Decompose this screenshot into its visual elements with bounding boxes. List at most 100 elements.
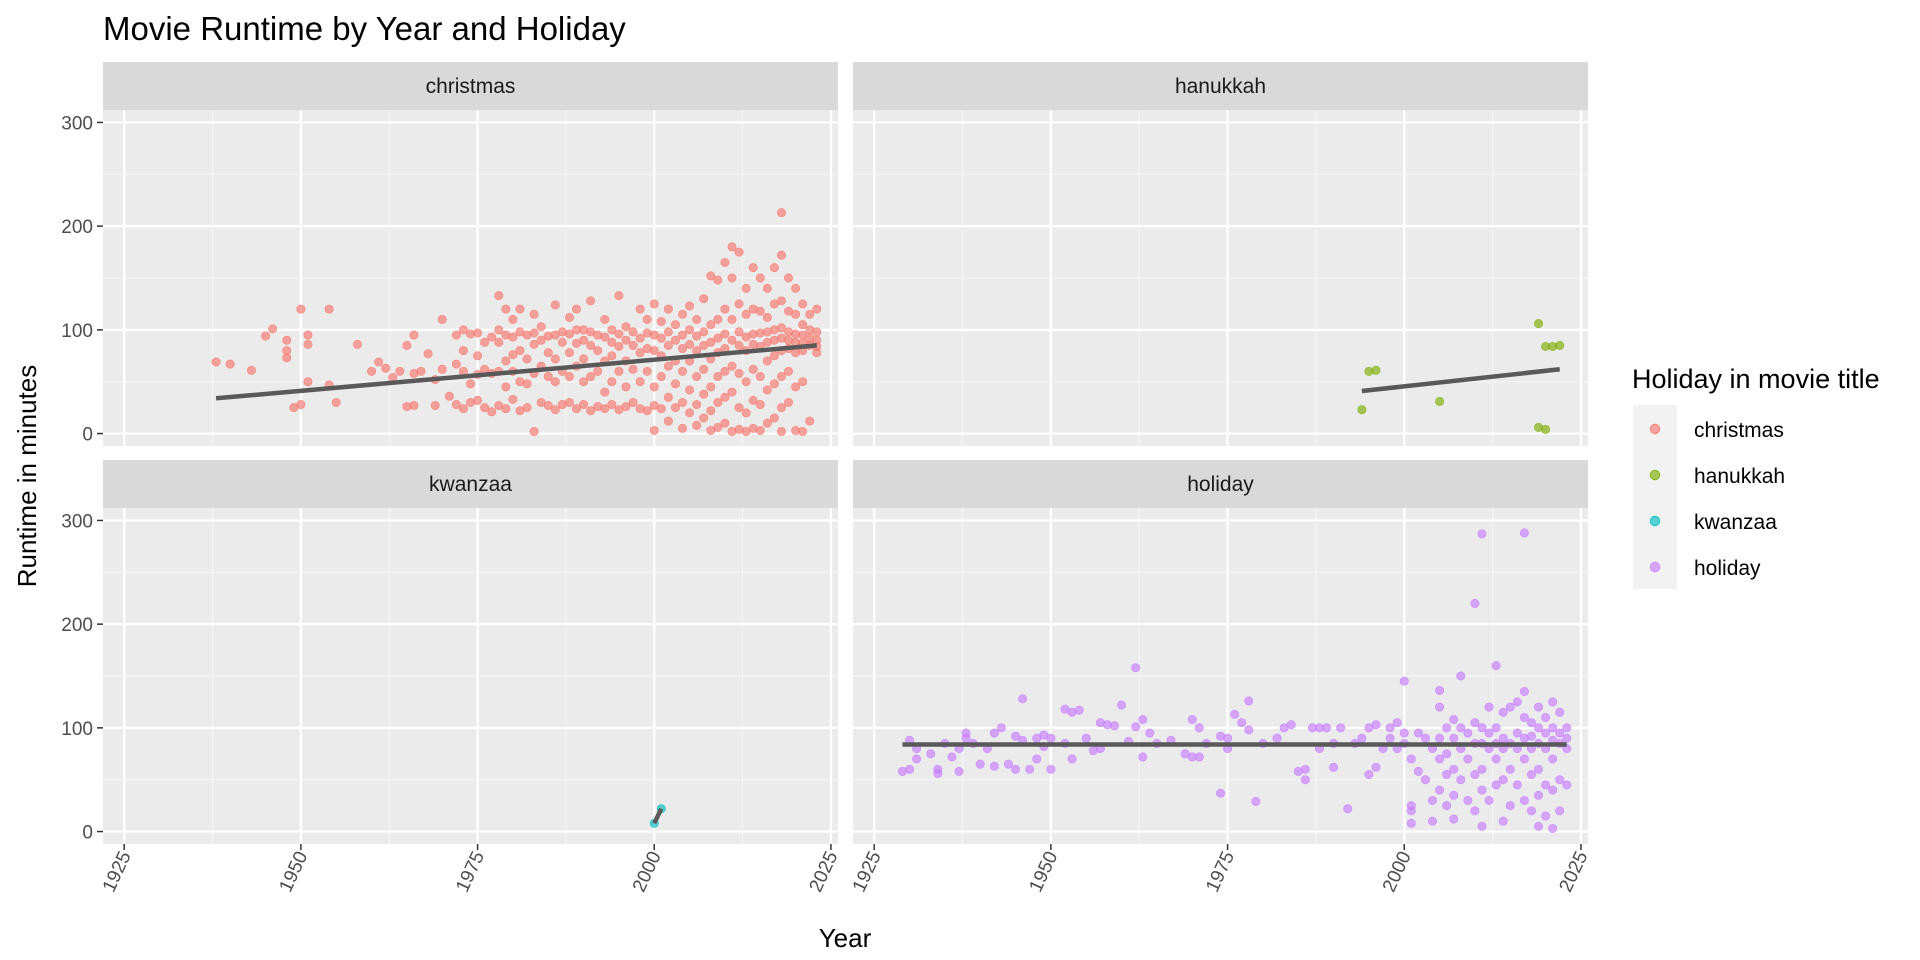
data-point: [784, 366, 794, 376]
data-point: [912, 754, 922, 764]
data-point: [480, 337, 490, 347]
trend-line: [215, 343, 817, 401]
data-point: [1449, 814, 1459, 824]
data-point: [1357, 405, 1367, 415]
data-point: [607, 400, 617, 410]
data-point: [543, 348, 553, 358]
data-point: [402, 340, 412, 350]
data-point: [529, 339, 539, 349]
data-point: [713, 397, 723, 407]
data-point: [480, 403, 490, 413]
data-point: [1498, 707, 1508, 717]
data-point: [586, 372, 596, 382]
data-point: [1025, 764, 1035, 774]
data-point: [685, 325, 695, 335]
data-point: [989, 761, 999, 771]
data-point: [635, 333, 645, 343]
trend-line: [652, 807, 664, 825]
data-point: [741, 377, 751, 387]
data-point: [1145, 728, 1155, 738]
x-tick-label: 1975: [452, 848, 489, 895]
data-point: [1555, 775, 1565, 785]
data-point: [579, 354, 589, 364]
data-point: [776, 296, 786, 306]
data-point: [465, 379, 475, 389]
data-point: [720, 329, 730, 339]
data-point: [1074, 705, 1084, 715]
x-tick-label: 2000: [629, 848, 666, 895]
data-point: [706, 406, 716, 416]
data-point: [211, 357, 221, 367]
data-point: [451, 330, 461, 340]
data-point: [1428, 816, 1438, 826]
legend-items: christmas hanukkah kwanzaa holiday: [1649, 419, 1785, 580]
data-point: [1329, 762, 1339, 772]
data-point: [1286, 720, 1296, 730]
points: [1357, 319, 1565, 434]
data-point: [1216, 788, 1226, 798]
data-point: [670, 379, 680, 389]
data-point: [769, 379, 779, 389]
data-point: [1484, 728, 1494, 738]
data-point: [713, 275, 723, 285]
y-tick-label: 0: [82, 823, 93, 844]
data-point: [791, 283, 801, 293]
data-point: [1463, 795, 1473, 805]
x-axis-title: Year: [819, 923, 872, 953]
data-point: [593, 346, 603, 356]
data-point: [1555, 728, 1565, 738]
data-point: [706, 382, 716, 392]
data-point: [1406, 754, 1416, 764]
data-point: [776, 372, 786, 382]
data-point: [1371, 365, 1381, 375]
data-point: [1562, 733, 1572, 743]
data-point: [331, 397, 341, 407]
data-point: [1244, 696, 1254, 706]
data-point: [734, 340, 744, 350]
data-point: [1406, 818, 1416, 828]
data-point: [755, 273, 765, 283]
legend-key-hanukkah: [1649, 469, 1661, 481]
data-point: [550, 300, 560, 310]
data-point: [1442, 801, 1452, 811]
data-point: [423, 349, 433, 359]
data-point: [261, 331, 271, 341]
panels: christmas 0 100 200 300 hanukkah kwanzaa 0 100 20…: [61, 62, 1592, 895]
data-point: [720, 392, 730, 402]
data-point: [1117, 700, 1127, 710]
data-point: [607, 377, 617, 387]
data-point: [798, 377, 808, 387]
data-point: [692, 331, 702, 341]
data-point: [515, 346, 525, 356]
data-point: [458, 404, 468, 414]
data-point: [494, 291, 504, 301]
data-point: [685, 339, 695, 349]
data-point: [1385, 733, 1395, 743]
data-point: [791, 382, 801, 392]
data-point: [1046, 764, 1056, 774]
data-point: [762, 312, 772, 322]
data-point: [1435, 754, 1445, 764]
facet-strip: [853, 62, 1588, 110]
data-point: [798, 299, 808, 309]
data-point: [1364, 770, 1374, 780]
data-point: [1548, 785, 1558, 795]
data-point: [1534, 319, 1544, 329]
data-point: [720, 366, 730, 376]
data-point: [1470, 718, 1480, 728]
data-point: [678, 366, 688, 376]
data-point: [572, 304, 582, 314]
y-tick-label: 200: [61, 615, 93, 636]
data-point: [755, 425, 765, 435]
data-point: [494, 337, 504, 347]
data-point: [699, 294, 709, 304]
x-tick-label: 2000: [1379, 848, 1416, 895]
data-point: [381, 363, 391, 373]
data-point: [649, 425, 659, 435]
data-point: [282, 353, 292, 363]
data-point: [1477, 821, 1487, 831]
data-point: [607, 351, 617, 361]
x-tick-label: 1950: [276, 848, 313, 895]
data-point: [727, 335, 737, 345]
data-point: [635, 348, 645, 358]
